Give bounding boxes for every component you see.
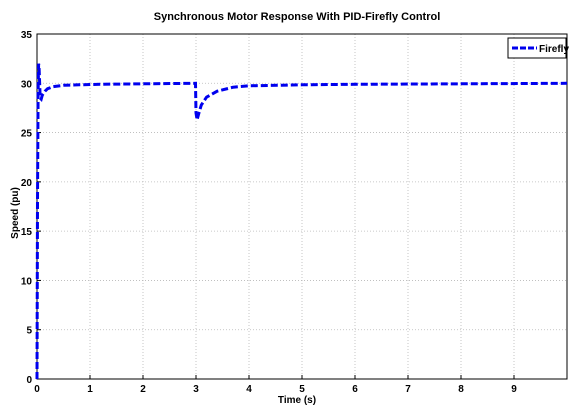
y-axis: 0 5 10 15 20 25 30 35 — [21, 30, 41, 386]
x-tick-label: 4 — [246, 384, 252, 395]
y-tick-label: 20 — [21, 178, 33, 189]
chart-title: Synchronous Motor Response With PID-Fire… — [154, 11, 441, 23]
y-tick-label: 30 — [21, 79, 33, 90]
x-tick-label: 9 — [511, 384, 517, 395]
x-tick-label: 3 — [193, 384, 199, 395]
legend: Firefly — [507, 37, 569, 59]
x-tick-label: 0 — [34, 384, 40, 395]
y-tick-label: 10 — [21, 276, 33, 287]
x-tick-label: 1 — [87, 384, 93, 395]
x-axis-label: Time (s) — [278, 395, 316, 405]
x-tick-label: 7 — [405, 384, 411, 395]
y-tick-label: 25 — [21, 129, 33, 140]
x-tick-label: 6 — [352, 384, 358, 395]
x-axis: 0 1 2 3 4 5 6 7 8 9 — [34, 375, 517, 395]
x-tick-label: 2 — [140, 384, 146, 395]
y-tick-label: 35 — [21, 30, 33, 41]
legend-label-firefly: Firefly — [539, 44, 569, 55]
x-tick-label: 5 — [299, 384, 305, 395]
y-tick-label: 5 — [26, 326, 32, 337]
y-tick-label: 15 — [21, 227, 33, 238]
series-line-firefly — [35, 63, 568, 380]
y-tick-label: 0 — [26, 375, 32, 386]
y-axis-label: Speed (pu) — [10, 187, 21, 239]
x-tick-label: 8 — [458, 384, 464, 395]
